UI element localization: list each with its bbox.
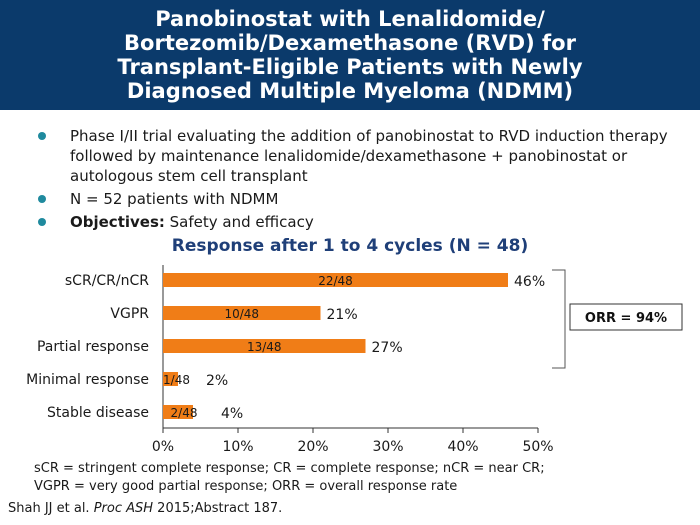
bullet-bold-label: Objectives: xyxy=(70,213,165,231)
bullet-dot-icon xyxy=(38,218,46,226)
bar-count-label: 13/48 xyxy=(247,340,282,354)
bullet-item: Phase I/II trial evaluating the addition… xyxy=(38,126,678,186)
category-label: VGPR xyxy=(110,306,149,322)
citation-journal: Proc ASH xyxy=(93,501,154,516)
title-line-3: Transplant-Eligible Patients with Newly xyxy=(117,55,583,79)
bar-count-label: 10/48 xyxy=(224,307,259,321)
bullet-text: Phase I/II trial evaluating the addition… xyxy=(70,127,668,185)
category-label: sCR/CR/nCR xyxy=(65,273,149,289)
x-tick-label: 30% xyxy=(372,439,403,455)
bullet-text: Safety and efficacy xyxy=(164,213,314,231)
bullet-dot-icon xyxy=(38,132,46,140)
bar xyxy=(163,372,178,386)
x-tick-label: 40% xyxy=(447,439,478,455)
bullet-item: N = 52 patients with NDMM xyxy=(38,189,678,209)
orr-label: ORR = 94% xyxy=(585,311,667,326)
x-tick-label: 20% xyxy=(297,439,328,455)
footnote-line-1: sCR = stringent complete response; CR = … xyxy=(34,461,545,476)
title-line-1: Panobinostat with Lenalidomide/ xyxy=(155,7,545,31)
bar-value-label: 2% xyxy=(206,373,228,389)
bar-value-label: 27% xyxy=(372,340,403,356)
orr-bracket xyxy=(552,269,566,369)
category-label: Stable disease xyxy=(47,405,149,421)
footnote: sCR = stringent complete response; CR = … xyxy=(34,460,545,496)
citation-authors: Shah JJ et al. xyxy=(8,501,94,516)
x-tick-label: 0% xyxy=(152,439,174,455)
bar-count-label: 2/48 xyxy=(171,406,198,420)
bullet-item: Objectives: Safety and efficacy xyxy=(38,212,678,232)
footnote-line-2: VGPR = very good partial response; ORR =… xyxy=(34,479,458,494)
bar-value-label: 46% xyxy=(514,274,545,290)
bullet-list: Phase I/II trial evaluating the addition… xyxy=(38,126,678,235)
bar xyxy=(163,339,366,353)
title-line-2: Bortezomib/Dexamethasone (RVD) for xyxy=(124,31,576,55)
x-tick-label: 50% xyxy=(522,439,553,455)
bar-count-label: 1/48 xyxy=(163,373,190,387)
bar-value-label: 21% xyxy=(327,307,358,323)
bullet-dot-icon xyxy=(38,195,46,203)
category-label: Partial response xyxy=(37,339,149,355)
bar xyxy=(163,273,508,287)
bar-count-label: 22/48 xyxy=(318,274,353,288)
bar xyxy=(163,306,321,320)
citation-rest: 2015;Abstract 187. xyxy=(153,501,283,516)
x-tick-label: 10% xyxy=(222,439,253,455)
bullet-text: N = 52 patients with NDMM xyxy=(70,190,279,208)
category-label: Minimal response xyxy=(26,372,149,388)
bar-value-label: 4% xyxy=(221,406,243,422)
chart-title: Response after 1 to 4 cycles (N = 48) xyxy=(171,236,529,256)
bar xyxy=(163,405,193,419)
citation: Shah JJ et al. Proc ASH 2015;Abstract 18… xyxy=(8,501,282,516)
title-bar: Panobinostat with Lenalidomide/ Bortezom… xyxy=(0,0,700,110)
title-line-4: Diagnosed Multiple Myeloma (NDMM) xyxy=(126,79,574,103)
orr-box xyxy=(569,303,683,331)
